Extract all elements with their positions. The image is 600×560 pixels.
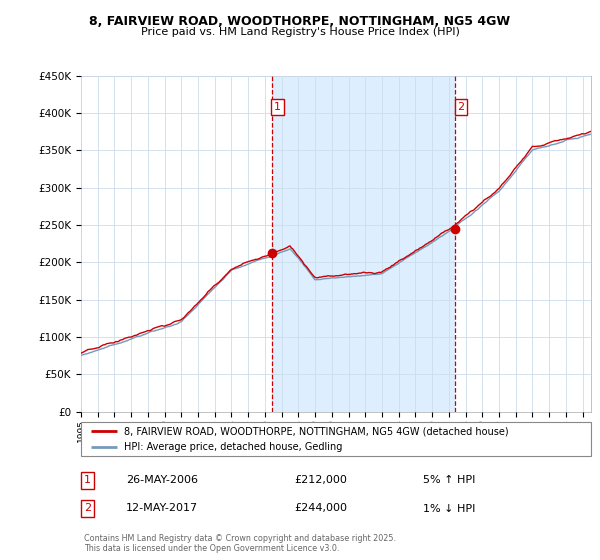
FancyBboxPatch shape <box>81 422 591 456</box>
Text: 8, FAIRVIEW ROAD, WOODTHORPE, NOTTINGHAM, NG5 4GW (detached house): 8, FAIRVIEW ROAD, WOODTHORPE, NOTTINGHAM… <box>124 426 509 436</box>
Text: 1: 1 <box>274 102 281 112</box>
Text: £212,000: £212,000 <box>294 475 347 486</box>
Text: £244,000: £244,000 <box>294 503 347 514</box>
Bar <box>272 76 455 412</box>
Text: 2: 2 <box>457 102 464 112</box>
Text: Price paid vs. HM Land Registry's House Price Index (HPI): Price paid vs. HM Land Registry's House … <box>140 27 460 37</box>
Text: 5% ↑ HPI: 5% ↑ HPI <box>423 475 475 486</box>
Text: 8, FAIRVIEW ROAD, WOODTHORPE, NOTTINGHAM, NG5 4GW: 8, FAIRVIEW ROAD, WOODTHORPE, NOTTINGHAM… <box>89 15 511 27</box>
Text: 26-MAY-2006: 26-MAY-2006 <box>126 475 198 486</box>
Text: 2: 2 <box>84 503 91 514</box>
Text: HPI: Average price, detached house, Gedling: HPI: Average price, detached house, Gedl… <box>124 442 343 452</box>
Text: Contains HM Land Registry data © Crown copyright and database right 2025.
This d: Contains HM Land Registry data © Crown c… <box>84 534 396 553</box>
Text: 1% ↓ HPI: 1% ↓ HPI <box>423 503 475 514</box>
Text: 1: 1 <box>84 475 91 486</box>
Text: 12-MAY-2017: 12-MAY-2017 <box>126 503 198 514</box>
